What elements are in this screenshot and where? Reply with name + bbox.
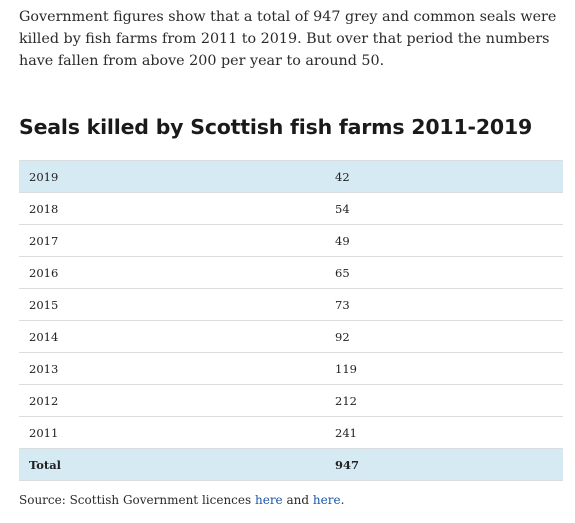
table-heading: Seals killed by Scottish fish farms 2011… <box>19 115 533 139</box>
value-cell: 212 <box>335 384 563 417</box>
table-row: 2013 119 <box>19 352 563 385</box>
source-link-1[interactable]: here <box>254 493 283 507</box>
value-cell: 49 <box>335 224 563 257</box>
table-row: 2019 42 <box>19 160 563 193</box>
year-cell: 2015 <box>19 288 335 321</box>
table-row: 2018 54 <box>19 192 563 225</box>
table-row: 2014 92 <box>19 320 563 353</box>
year-cell: 2017 <box>19 224 335 257</box>
value-cell: 241 <box>335 416 563 449</box>
table-row: 2017 49 <box>19 224 563 257</box>
year-cell: 2016 <box>19 256 335 289</box>
intro-paragraph: Government figures show that a total of … <box>19 9 557 69</box>
source-joiner: and <box>286 493 310 507</box>
source-link-2[interactable]: here <box>312 493 341 507</box>
value-cell: 119 <box>335 352 563 385</box>
year-cell: 2013 <box>19 352 335 385</box>
year-cell: 2012 <box>19 384 335 417</box>
value-cell: 65 <box>335 256 563 289</box>
year-cell: 2011 <box>19 416 335 449</box>
year-cell: 2014 <box>19 320 335 353</box>
total-label: Total <box>19 448 335 481</box>
table-row: 2015 73 <box>19 288 563 321</box>
value-cell: 92 <box>335 320 563 353</box>
seals-killed-table: 2019 42 2018 54 2017 49 2016 65 2015 73 … <box>19 160 563 481</box>
source-note: Source: Scottish Government licences her… <box>19 493 344 507</box>
year-cell: 2018 <box>19 192 335 225</box>
table-row: 2016 65 <box>19 256 563 289</box>
source-prefix: Source: Scottish Government licences <box>19 493 252 507</box>
year-cell: 2019 <box>19 160 335 193</box>
table-row: 2011 241 <box>19 416 563 449</box>
value-cell: 42 <box>335 160 563 193</box>
total-value: 947 <box>335 448 563 481</box>
table-row: 2012 212 <box>19 384 563 417</box>
value-cell: 73 <box>335 288 563 321</box>
value-cell: 54 <box>335 192 563 225</box>
total-row: Total 947 <box>19 448 563 481</box>
source-suffix: . <box>340 493 345 507</box>
